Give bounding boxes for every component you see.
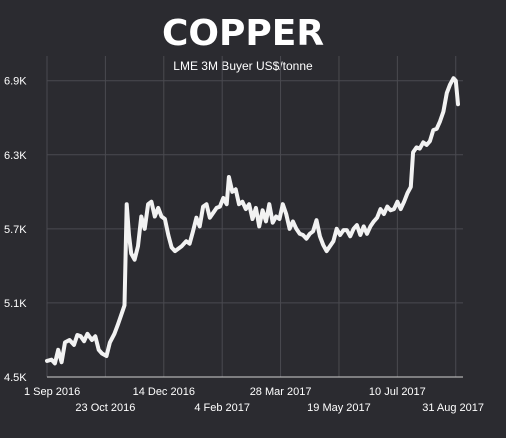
y-tick-label: 6.9K [4, 76, 27, 88]
x-tick-label: 19 May 2017 [307, 402, 371, 414]
x-tick-label: 1 Sep 2016 [24, 386, 80, 398]
x-tick-label: 14 Dec 2016 [133, 386, 195, 398]
y-tick-label: 5.1K [4, 298, 27, 310]
chart-subtitle: LME 3M Buyer US$/tonne [173, 59, 313, 73]
y-tick-label: 4.5K [4, 372, 27, 384]
grid-lines [46, 56, 463, 378]
y-tick-label: 5.7K [4, 224, 27, 236]
price-line [45, 76, 460, 366]
x-tick-label: 4 Feb 2017 [194, 402, 250, 414]
x-tick-label: 28 Mar 2017 [250, 386, 312, 398]
y-axis-tick-labels: 4.5K 5.1K 5.7K 6.3K 6.9K [4, 76, 27, 384]
x-tick-label: 10 Jul 2017 [369, 386, 426, 398]
x-axis-tick-labels: 1 Sep 2016 23 Oct 2016 14 Dec 2016 4 Feb 20… [24, 386, 484, 414]
x-tick-label: 23 Oct 2016 [75, 402, 135, 414]
y-tick-label: 6.3K [4, 150, 27, 162]
x-tick-label: 31 Aug 2017 [422, 402, 484, 414]
chart-title: COPPER [162, 13, 324, 54]
series-layer [45, 76, 460, 366]
